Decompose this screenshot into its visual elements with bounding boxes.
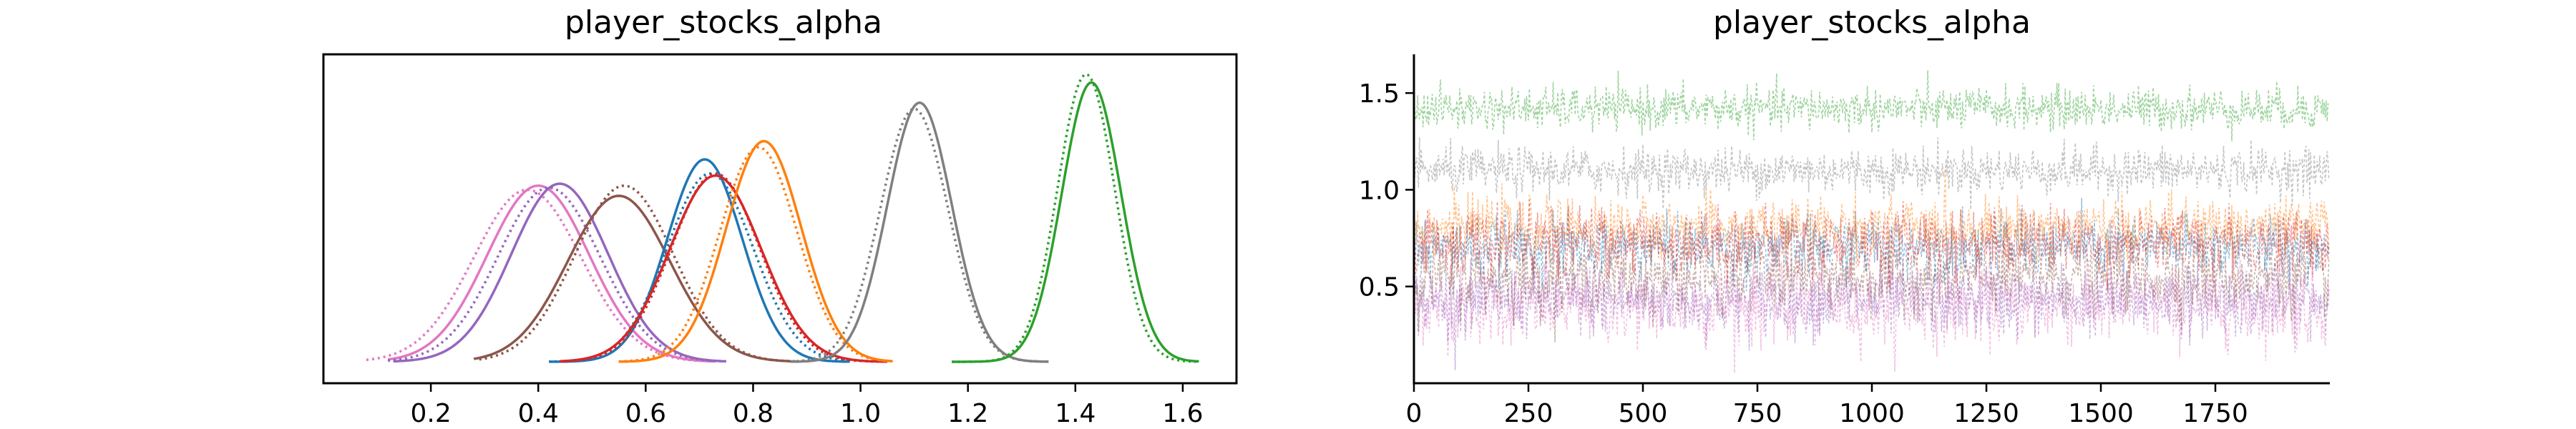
density-curve-9-dotted <box>560 172 888 363</box>
density-curve-3-dotted <box>387 186 721 363</box>
trace-x-tick-label: 750 <box>1733 399 1782 428</box>
density-curve-15-dotted <box>952 73 1199 363</box>
trace-line-0 <box>1413 242 2330 374</box>
trace-y-tick-label: 1.5 <box>1359 79 1400 109</box>
trace-x-tick-label: 1250 <box>1953 399 2019 428</box>
trace-line-6 <box>1413 168 2330 268</box>
trace-line-2 <box>1413 225 2330 342</box>
density-x-axis: 0.2 0.4 0.6 0.8 1.0 1.2 1.4 1.6 <box>410 383 1204 428</box>
density-curve-5-dotted <box>479 184 796 363</box>
trace-x-tick-label: 0 <box>1406 399 1423 428</box>
density-curves <box>366 73 1199 363</box>
trace-x-tick-label: 1750 <box>2182 399 2248 428</box>
density-curve-0 <box>387 184 716 363</box>
trace-y-tick-label: 1.0 <box>1359 176 1400 205</box>
density-curve-13-dotted <box>791 107 1049 363</box>
trace-lines <box>1413 70 2330 374</box>
trace-axes-spines <box>1413 54 2330 385</box>
density-x-tick-label: 1.2 <box>947 399 988 428</box>
trace-y-axis: 0.5 1.0 1.5 <box>1359 79 1414 302</box>
trace-line-3 <box>1413 137 2330 210</box>
density-x-tick-label: 1.6 <box>1162 399 1203 428</box>
density-x-tick-label: 0.6 <box>625 399 666 428</box>
trace-line-1 <box>1413 245 2330 370</box>
trace-x-tick-label: 1500 <box>2068 399 2134 428</box>
trace-x-tick-label: 500 <box>1619 399 1668 428</box>
density-x-tick-label: 1.4 <box>1055 399 1096 428</box>
trace-x-tick-label: 250 <box>1504 399 1553 428</box>
density-curve-8 <box>560 174 888 363</box>
density-curve-6 <box>549 158 850 363</box>
density-curve-14 <box>952 81 1199 363</box>
density-x-tick-label: 1.0 <box>840 399 881 428</box>
density-curve-11-dotted <box>618 146 893 363</box>
density-axes-frame <box>322 53 1238 385</box>
trace-line-5 <box>1413 197 2330 292</box>
trace-x-tick-label: 1000 <box>1839 399 1905 428</box>
density-curve-1-dotted <box>366 188 711 363</box>
trace-line-4 <box>1413 70 2330 142</box>
trace-line-7 <box>1413 199 2330 291</box>
density-plot-title: player_stocks_alpha <box>565 4 882 41</box>
trace-plot-title: player_stocks_alpha <box>1713 4 2031 41</box>
density-panel: player_stocks_alpha 0.2 0.4 0.6 0.8 1.0 1.2 1.… <box>322 4 1238 428</box>
density-curve-2 <box>393 182 726 363</box>
density-x-tick-label: 0.2 <box>410 399 451 428</box>
density-curve-10 <box>618 139 893 363</box>
density-curve-4 <box>473 194 791 363</box>
density-x-tick-label: 0.4 <box>518 399 559 428</box>
density-curve-12 <box>790 101 1049 363</box>
density-x-tick-label: 0.8 <box>733 399 774 428</box>
trace-y-tick-label: 0.5 <box>1359 273 1400 302</box>
trace-x-axis: 0 250 500 750 1000 1250 1500 1750 <box>1406 383 2248 428</box>
trace-panel: player_stocks_alpha 0 250 500 750 1000 1250 15… <box>1359 4 2330 428</box>
